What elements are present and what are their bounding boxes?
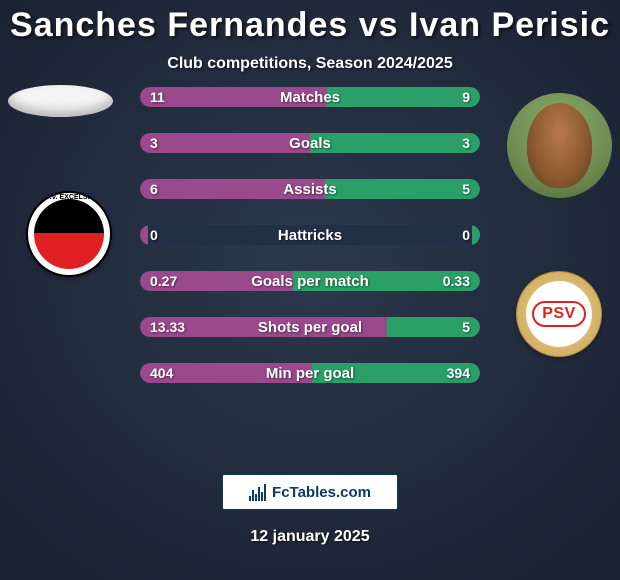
brand-badge[interactable]: FcTables.com [222,474,398,510]
stat-label: Matches [140,87,480,107]
brand-text: FcTables.com [272,484,371,501]
player-left-avatar-placeholder [8,85,113,117]
stat-label: Shots per goal [140,317,480,337]
stat-bar: 13.335Shots per goal [140,317,480,337]
stat-bar: 33Goals [140,133,480,153]
stat-bar: 00Hattricks [140,225,480,245]
stat-bars: 119Matches 33Goals 65Assists 00Hattricks 0.2… [140,87,480,383]
stat-label: Hattricks [140,225,480,245]
player-right-avatar [507,93,612,198]
stat-label: Assists [140,179,480,199]
stat-label: Min per goal [140,363,480,383]
brand-logo-icon [249,483,266,501]
stat-bar: 65Assists [140,179,480,199]
footer-date: 12 january 2025 [250,528,369,546]
stat-bar: 0.270.33Goals per match [140,271,480,291]
stat-bar: 404394Min per goal [140,363,480,383]
comparison-area: S.B.V. EXCELSIOR PSV 119Matches33Goals65… [0,99,620,474]
stat-label: Goals per match [140,271,480,291]
stat-label: Goals [140,133,480,153]
page-title: Sanches Fernandes vs Ivan Perisic [10,6,610,45]
club-badge-left: S.B.V. EXCELSIOR [26,191,112,277]
stat-bar: 119Matches [140,87,480,107]
club-badge-right: PSV [516,271,602,357]
page-subtitle: Club competitions, Season 2024/2025 [167,55,452,73]
